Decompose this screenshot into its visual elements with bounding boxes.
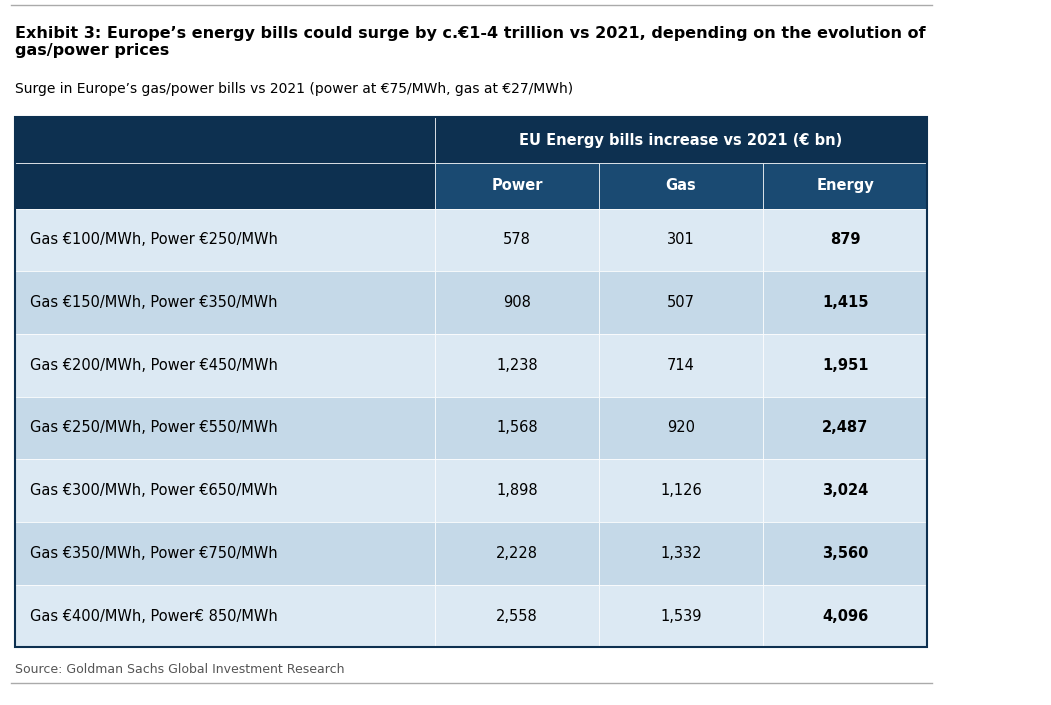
Text: Energy: Energy (817, 178, 874, 193)
Text: Gas €100/MWh, Power €250/MWh: Gas €100/MWh, Power €250/MWh (29, 233, 277, 247)
Bar (435, 522, 599, 584)
Bar (763, 460, 927, 522)
Bar (435, 397, 599, 460)
Text: 879: 879 (830, 233, 861, 247)
Text: 3,560: 3,560 (822, 546, 868, 561)
Bar (16, 271, 435, 334)
Text: 908: 908 (503, 295, 531, 310)
Text: Exhibit 3: Europe’s energy bills could surge by c.€1-4 trillion vs 2021, dependi: Exhibit 3: Europe’s energy bills could s… (16, 26, 926, 59)
Text: 578: 578 (503, 233, 531, 247)
Text: 2,228: 2,228 (496, 546, 538, 561)
Bar (599, 522, 763, 584)
Bar (599, 209, 763, 271)
Text: Gas €300/MWh, Power €650/MWh: Gas €300/MWh, Power €650/MWh (29, 483, 277, 498)
Text: Gas €150/MWh, Power €350/MWh: Gas €150/MWh, Power €350/MWh (29, 295, 277, 310)
Bar (16, 397, 435, 460)
Bar (435, 163, 599, 209)
Bar (435, 271, 599, 334)
Text: 714: 714 (667, 358, 695, 373)
Bar (763, 271, 927, 334)
Bar (599, 584, 763, 647)
Bar (16, 522, 435, 584)
Text: Source: Goldman Sachs Global Investment Research: Source: Goldman Sachs Global Investment … (16, 663, 345, 675)
Bar (435, 209, 599, 271)
Text: 1,238: 1,238 (496, 358, 538, 373)
Bar (763, 334, 927, 397)
Text: Gas €200/MWh, Power €450/MWh: Gas €200/MWh, Power €450/MWh (29, 358, 277, 373)
Bar (16, 209, 435, 271)
Text: 1,539: 1,539 (660, 608, 702, 624)
Bar (763, 163, 927, 209)
Bar (435, 460, 599, 522)
Text: Gas €250/MWh, Power €550/MWh: Gas €250/MWh, Power €550/MWh (29, 420, 277, 436)
Text: 2,487: 2,487 (822, 420, 868, 436)
Bar (435, 334, 599, 397)
Text: 1,951: 1,951 (822, 358, 868, 373)
Bar (763, 397, 927, 460)
Text: Power: Power (491, 178, 542, 193)
Bar (599, 397, 763, 460)
Text: 1,898: 1,898 (496, 483, 538, 498)
Text: 1,568: 1,568 (496, 420, 538, 436)
Bar (763, 584, 927, 647)
Bar (599, 460, 763, 522)
Bar (16, 117, 927, 647)
Bar (599, 334, 763, 397)
Bar (16, 334, 435, 397)
Bar (763, 522, 927, 584)
Bar (763, 209, 927, 271)
Bar (435, 117, 927, 163)
Text: Gas: Gas (665, 178, 697, 193)
Text: 1,332: 1,332 (660, 546, 702, 561)
Text: EU Energy bills increase vs 2021 (€ bn): EU Energy bills increase vs 2021 (€ bn) (519, 133, 843, 147)
Text: Gas €400/MWh, Power€ 850/MWh: Gas €400/MWh, Power€ 850/MWh (29, 608, 277, 624)
Bar (435, 584, 599, 647)
Text: Surge in Europe’s gas/power bills vs 2021 (power at €75/MWh, gas at €27/MWh): Surge in Europe’s gas/power bills vs 202… (16, 82, 574, 96)
Bar (16, 460, 435, 522)
Text: 507: 507 (667, 295, 695, 310)
Text: 1,126: 1,126 (660, 483, 702, 498)
Bar (599, 271, 763, 334)
Bar (16, 117, 435, 163)
Text: 1,415: 1,415 (822, 295, 868, 310)
Text: Gas €350/MWh, Power €750/MWh: Gas €350/MWh, Power €750/MWh (29, 546, 277, 561)
Text: 2,558: 2,558 (496, 608, 538, 624)
Text: 4,096: 4,096 (822, 608, 868, 624)
Bar (599, 163, 763, 209)
Text: 3,024: 3,024 (822, 483, 868, 498)
Bar (16, 163, 435, 209)
Bar (16, 584, 435, 647)
Text: 920: 920 (667, 420, 695, 436)
Text: 301: 301 (667, 233, 695, 247)
